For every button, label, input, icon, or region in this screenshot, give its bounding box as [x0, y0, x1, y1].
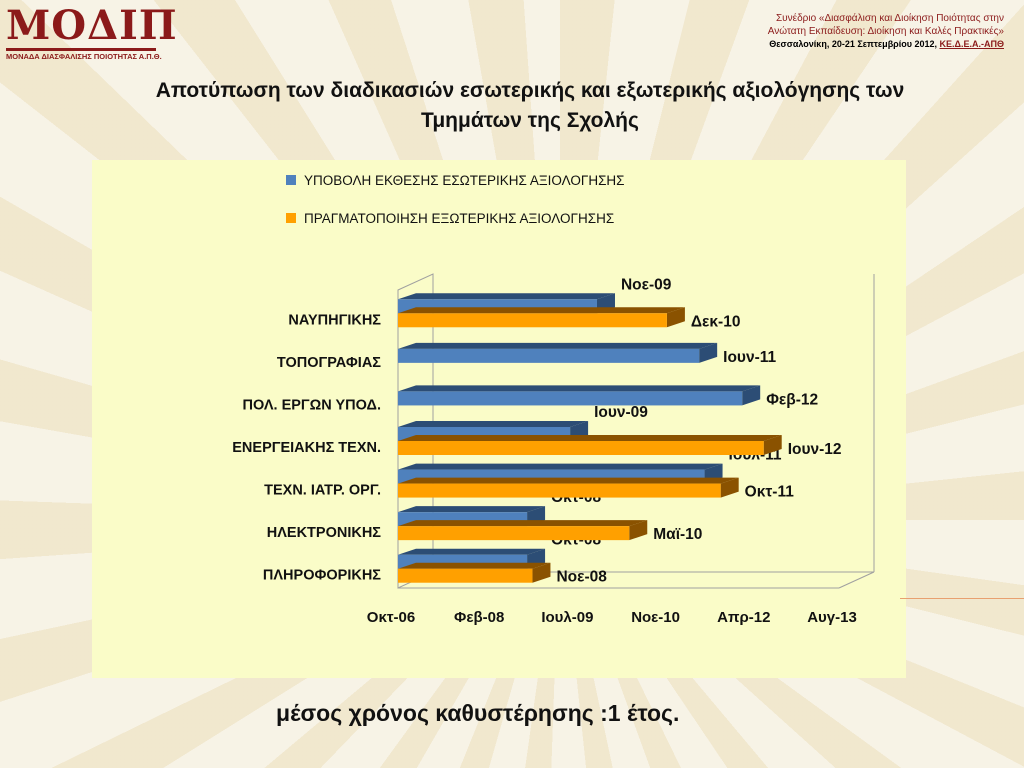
data-label-external-4: Ιουν-12: [788, 441, 842, 458]
data-label-internal-4: Ιουν-09: [594, 404, 648, 421]
bar-chart: ΥΠΟΒΟΛΗ ΕΚΘΕΣΗΣ ΕΣΩΤΕΡΙΚΗΣ ΑΞΙΟΛΟΓΗΣΗΣ ΠΡ…: [92, 160, 906, 678]
conference-line-1: Συνέδριο «Διασφάλιση και Διοίκηση Ποιότη…: [704, 12, 1004, 25]
x-tick-label-3: Ιουλ-09: [541, 609, 593, 626]
x-tick-label-6: Αυγ-13: [807, 609, 857, 626]
category-label-1: ΠΛΗΡΟΦΟΡΙΚΗΣ: [263, 568, 381, 584]
bar-external-4-top: [398, 435, 782, 441]
legend-label-1: ΥΠΟΒΟΛΗ ΕΚΘΕΣΗΣ ΕΣΩΤΕΡΙΚΗΣ ΑΞΙΟΛΟΓΗΣΗΣ: [304, 173, 625, 188]
decorative-line: [900, 598, 1024, 599]
bar-internal-1-top: [398, 549, 545, 555]
conference-info: Συνέδριο «Διασφάλιση και Διοίκηση Ποιότη…: [704, 12, 1004, 51]
chart-floor-right: [839, 572, 874, 588]
data-label-internal-6: Ιουν-11: [723, 349, 776, 366]
bar-external-3: [398, 484, 721, 498]
data-label-internal-7: Νοε-09: [621, 276, 672, 293]
category-label-4: ΕΝΕΡΓΕΙΑΚΗΣ ΤΕΧΝ.: [232, 440, 381, 456]
category-label-3: ΤΕΧΝ. ΙΑΤΡ. ΟΡΓ.: [264, 483, 381, 499]
conference-org: ΚΕ.Δ.Ε.Α.-ΑΠΘ: [940, 39, 1004, 49]
bar-external-4: [398, 441, 764, 455]
bar-external-7: [398, 313, 667, 327]
legend-swatch-1: [286, 175, 296, 185]
conference-line-3: Θεσσαλονίκη, 20-21 Σεπτεμβρίου 2012, ΚΕ.…: [704, 38, 1004, 51]
bar-external-2-top: [398, 520, 647, 526]
bar-internal-4-top: [398, 421, 588, 427]
bar-internal-5-top: [398, 385, 760, 391]
data-label-external-3: Οκτ-11: [745, 484, 795, 501]
bar-internal-5: [398, 391, 742, 405]
x-tick-label-2: Φεβ-08: [454, 609, 504, 626]
bar-internal-7-top: [398, 293, 615, 299]
data-label-internal-5: Φεβ-12: [766, 391, 818, 408]
legend-swatch-2: [286, 213, 296, 223]
bar-external-7-top: [398, 307, 685, 313]
slide-title: Αποτύπωση των διαδικασιών εσωτερικής και…: [60, 76, 1000, 136]
footnote: μέσος χρόνος καθυστέρησης :1 έτος.: [276, 700, 679, 727]
x-tick-label-5: Απρ-12: [717, 609, 770, 626]
bar-internal-3-top: [398, 464, 723, 470]
category-label-5: ΠΟΛ. ΕΡΓΩΝ ΥΠΟΔ.: [243, 397, 382, 413]
conference-place-date: Θεσσαλονίκη, 20-21 Σεπτεμβρίου 2012,: [769, 39, 939, 49]
legend-label-2: ΠΡΑΓΜΑΤΟΠΟΙΗΣΗ ΕΞΩΤΕΡΙΚΗΣ ΑΞΙΟΛΟΓΗΣΗΣ: [304, 211, 614, 226]
bar-internal-6: [398, 349, 699, 363]
slide-title-line-2: Τμημάτων της Σχολής: [60, 106, 1000, 136]
logo-text: ΜΟΔΙΠ: [6, 2, 178, 49]
logo-subtitle: ΜΟΝΑΔΑ ΔΙΑΣΦΑΛΙΣΗΣ ΠΟΙΟΤΗΤΑΣ Α.Π.Θ.: [6, 52, 158, 61]
data-label-external-1: Νοε-08: [556, 569, 607, 586]
logo-rule: [6, 48, 156, 51]
bar-internal-2-top: [398, 506, 545, 512]
bar-external-3-top: [398, 478, 739, 484]
bar-external-1: [398, 569, 532, 583]
slide-title-line-1: Αποτύπωση των διαδικασιών εσωτερικής και…: [60, 76, 1000, 106]
logo: ΜΟΔΙΠ ΜΟΝΑΔΑ ΔΙΑΣΦΑΛΙΣΗΣ ΠΟΙΟΤΗΤΑΣ Α.Π.Θ…: [4, 2, 156, 62]
conference-line-2: Ανώτατη Εκπαίδευση: Διοίκηση και Καλές Π…: [704, 25, 1004, 38]
bar-external-2: [398, 526, 629, 540]
x-tick-label-4: Νοε-10: [631, 609, 680, 626]
chart-area: ΥΠΟΒΟΛΗ ΕΚΘΕΣΗΣ ΕΣΩΤΕΡΙΚΗΣ ΑΞΙΟΛΟΓΗΣΗΣ ΠΡ…: [92, 160, 906, 678]
x-tick-label-1: Οκτ-06: [367, 609, 415, 626]
data-label-external-2: Μαϊ-10: [653, 526, 702, 543]
category-label-2: ΗΛΕΚΤΡΟΝΙΚΗΣ: [267, 525, 382, 541]
category-label-6: ΤΟΠΟΓΡΑΦΙΑΣ: [277, 355, 381, 371]
bar-external-1-top: [398, 563, 550, 569]
bar-internal-6-top: [398, 343, 717, 349]
category-label-7: ΝΑΥΠΗΓΙΚΗΣ: [288, 312, 381, 328]
data-label-external-7: Δεκ-10: [691, 313, 741, 330]
